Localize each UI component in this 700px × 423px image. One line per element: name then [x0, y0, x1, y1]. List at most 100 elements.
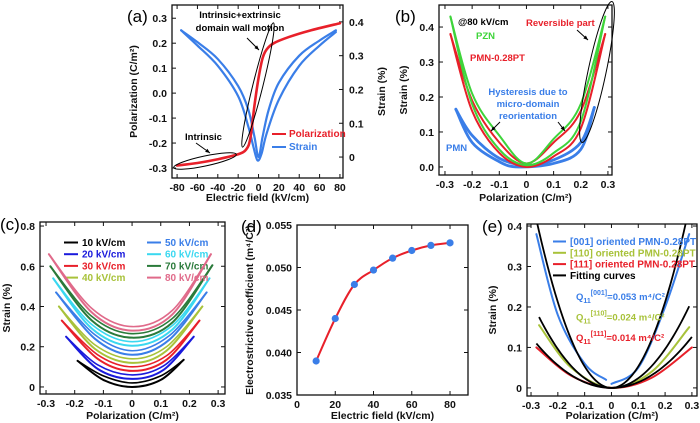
legend-label: 10 kV/cm — [82, 238, 125, 249]
polarization-curve — [175, 21, 342, 167]
y-tick-label: 0.4 — [419, 22, 434, 34]
data-point — [312, 357, 320, 365]
strain-curve — [55, 291, 208, 352]
legend-label: 20 kV/cm — [82, 250, 125, 261]
strain-curve — [65, 335, 195, 376]
annotation-text: Intrinsic+extrinsic — [199, 10, 281, 21]
strain-curve — [535, 233, 608, 381]
data-point — [331, 314, 339, 323]
x-tick-label: -0.1 — [94, 398, 112, 410]
strain-curve — [49, 264, 214, 335]
x-tick-label: -0.1 — [490, 179, 508, 191]
x-tick-label: 0.1 — [153, 398, 168, 410]
panel-label: (b) — [395, 7, 416, 26]
q11-sub: 11 — [583, 298, 591, 305]
strain-curve — [76, 358, 185, 388]
y-tick-label: 0.4 — [507, 221, 522, 233]
y-tick-label: 0.3 — [507, 261, 522, 273]
x-tick-label: -0.3 — [436, 179, 454, 191]
panel-label: (c) — [0, 215, 20, 234]
y2-tick-label: 0.1 — [349, 118, 364, 130]
pmn-curve — [454, 106, 596, 169]
x-axis-label: Electric field (kV/cm) — [331, 410, 434, 422]
x-tick-label: 0.2 — [658, 400, 673, 412]
plot-frame — [526, 223, 698, 397]
arrow-head — [491, 126, 496, 131]
arrow-head — [583, 35, 588, 40]
strain-curve — [65, 335, 195, 380]
x-tick-label: -20 — [231, 182, 246, 194]
series-label: PMN — [446, 143, 467, 154]
q11-orient: [001] — [591, 290, 607, 297]
series-label: PMN-0.28PT — [470, 53, 525, 64]
q11-annotation: Q11[001]=0.053 m⁴/C² — [576, 290, 665, 305]
panel-label: (d) — [241, 217, 262, 236]
data-point — [446, 239, 454, 247]
q11-sub: 11 — [583, 339, 591, 346]
legend-label: Polarization — [289, 129, 346, 140]
x-tick-label: 0.1 — [631, 400, 646, 412]
data-point — [369, 266, 378, 274]
y-tick-label: 0.2 — [419, 92, 434, 104]
x-tick-label: 80 — [334, 182, 346, 194]
extrinsic-ellipse — [241, 22, 275, 148]
q11-sub: 11 — [583, 319, 591, 326]
arrow-head — [205, 148, 210, 153]
panel-a: (a) -80 -60 -40 -20 0 20 40 60 80 -0.3 -0.2 -0.1 0.0 0… — [127, 4, 388, 204]
pzn-curve — [449, 15, 607, 167]
panel-label: (a) — [127, 7, 148, 26]
x-tick-label: 0 — [294, 399, 300, 411]
annotation-text: Reversible part — [526, 18, 595, 29]
strain-curve — [60, 319, 201, 368]
x-tick-label: 0.3 — [685, 400, 700, 412]
x-axis-label: Polarization (C/m²) — [566, 410, 659, 422]
q11-text: =0.014 m⁴/C² — [606, 333, 664, 344]
annotation-text: domain wall motion — [196, 23, 285, 34]
plot-frame — [438, 4, 613, 176]
y-tick-label: 0.1 — [419, 127, 434, 139]
fit-curve — [315, 241, 451, 362]
legend-label: 60 kV/cm — [165, 250, 208, 261]
data-point — [389, 254, 397, 262]
plot-frame — [296, 224, 469, 396]
strain-curve — [58, 305, 204, 360]
panel-c: (c) -0.3 -0.2 -0.1 0 0.1 0.2 0.3 0 0.2 0.4 0.6 0.8 Po… — [0, 215, 226, 422]
y-tick-label: 0.6 — [20, 261, 35, 273]
legend-label: [111] oriented PMN-0.28PT — [570, 260, 695, 271]
annotation-text: Intrinsic — [185, 132, 222, 143]
strain-curve — [60, 319, 201, 372]
y-tick-label: 0.2 — [507, 302, 522, 314]
strain-curve — [48, 253, 212, 328]
y-axis-label: Polarization (C/m²) — [128, 45, 140, 138]
x-tick-label: -0.2 — [463, 179, 481, 191]
fitting-curve — [535, 336, 693, 389]
legend-label: Strain — [289, 142, 317, 153]
y-tick-label: 0.1 — [507, 342, 522, 354]
y-axis-label: Electrostrictive coefficient (m⁴/C²) — [244, 225, 256, 395]
y-tick-label: 0.040 — [266, 348, 292, 360]
x-tick-label: 80 — [444, 399, 456, 411]
x-tick-label: 20 — [329, 399, 341, 411]
annotation-text: micro-domain — [497, 99, 560, 110]
y2-tick-label: 0 — [349, 152, 355, 164]
y2-axis-label: Strain (%) — [376, 67, 388, 116]
legend-label: 30 kV/cm — [82, 261, 125, 272]
q11-annotation: Q11[111]=0.014 m⁴/C² — [576, 331, 664, 346]
legend-label: [110] oriented PMN-0.28PT — [570, 248, 696, 259]
strain-curve — [52, 277, 211, 343]
x-axis-label: Polarization (C/m²) — [479, 192, 572, 204]
y-tick-label: 0.3 — [152, 13, 167, 25]
y2-tick-label: 0.3 — [349, 51, 364, 63]
strain-curve — [76, 359, 185, 384]
legend-label: 50 kV/cm — [165, 238, 208, 249]
reversible-ellipse — [579, 1, 615, 143]
y-tick-label: 0.8 — [20, 221, 35, 233]
x-tick-label: 40 — [293, 182, 305, 194]
strain-curve — [47, 253, 212, 332]
q11-sym: Q — [576, 292, 583, 303]
y2-tick-label: 0.4 — [349, 17, 364, 29]
y-tick-label: 0 — [29, 382, 35, 394]
x-tick-label: 0 — [609, 400, 615, 412]
y-axis-label: Strain (%) — [398, 65, 410, 114]
